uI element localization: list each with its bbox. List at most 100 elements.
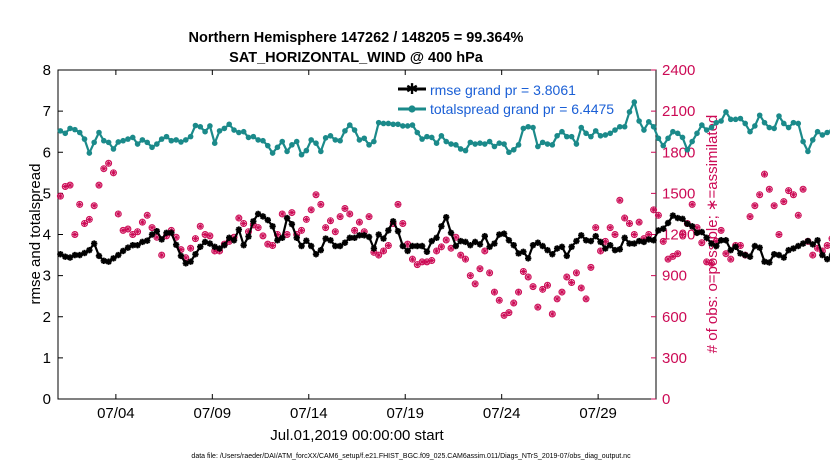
totalspread-point bbox=[481, 141, 488, 147]
rmse-point bbox=[380, 235, 387, 242]
obs-point bbox=[307, 206, 315, 214]
obs-point bbox=[621, 214, 629, 222]
totalspread-point bbox=[101, 137, 107, 144]
totalspread-point bbox=[260, 137, 266, 144]
rmse-point bbox=[197, 243, 204, 251]
obs-point bbox=[336, 213, 344, 221]
x-axis-label: Jul.01,2019 00:00:00 start bbox=[270, 427, 444, 444]
totalspread-point bbox=[694, 130, 700, 137]
totalspread-point bbox=[747, 128, 753, 135]
obs-point bbox=[539, 285, 547, 293]
totalspread-point bbox=[67, 125, 73, 132]
obs-point bbox=[543, 281, 551, 289]
totalspread-point bbox=[708, 124, 715, 131]
totalspread-point bbox=[588, 133, 594, 140]
y-tick-right-label: 300 bbox=[662, 350, 687, 367]
totalspread-point bbox=[245, 134, 252, 141]
rmse-point bbox=[684, 220, 691, 228]
obs-point bbox=[519, 268, 527, 276]
obs-point bbox=[597, 247, 605, 255]
rmse-point bbox=[462, 238, 469, 246]
rmse-point bbox=[525, 255, 532, 262]
obs-point bbox=[76, 200, 84, 208]
rmse-point bbox=[283, 214, 291, 222]
totalspread-point bbox=[226, 121, 233, 128]
obs-point bbox=[654, 211, 662, 219]
rmse-point bbox=[336, 242, 344, 250]
chart-title-line1: Northern Hemisphere 147262 / 148205 = 99… bbox=[189, 30, 524, 46]
rmse-point bbox=[307, 242, 315, 250]
obs-point bbox=[71, 231, 79, 238]
y-tick-left-label: 6 bbox=[43, 144, 51, 161]
totalspread-point bbox=[404, 123, 411, 129]
obs-point bbox=[399, 220, 407, 228]
obs-point bbox=[669, 252, 677, 260]
totalspread-point bbox=[144, 139, 151, 146]
totalspread-point bbox=[192, 122, 199, 129]
totalspread-point bbox=[645, 119, 652, 125]
totalspread-point bbox=[395, 121, 401, 128]
rmse-point bbox=[105, 258, 112, 265]
totalspread-point bbox=[414, 129, 421, 136]
rmse-point bbox=[279, 234, 286, 241]
rmse-point bbox=[722, 237, 730, 244]
rmse-point bbox=[298, 242, 305, 250]
rmse-point bbox=[230, 237, 238, 244]
obs-point bbox=[679, 231, 687, 238]
rmse-point bbox=[655, 227, 662, 234]
totalspread-point bbox=[279, 138, 286, 145]
rmse-point bbox=[57, 251, 64, 258]
rmse-point bbox=[76, 251, 83, 259]
rmse-point bbox=[404, 247, 411, 255]
obs-point bbox=[351, 226, 359, 234]
rmse-point bbox=[471, 238, 479, 246]
totalspread-point bbox=[660, 142, 667, 149]
rmse-point bbox=[81, 249, 88, 257]
totalspread-point bbox=[438, 133, 445, 139]
totalspread-line bbox=[59, 100, 830, 156]
rmse-point bbox=[780, 254, 787, 261]
rmse-point bbox=[312, 251, 320, 258]
obs-point bbox=[688, 200, 696, 208]
obs-point bbox=[269, 241, 277, 249]
totalspread-point bbox=[168, 137, 175, 144]
rmse-point bbox=[592, 232, 599, 240]
totalspread-point bbox=[149, 144, 155, 151]
rmse-point bbox=[640, 238, 648, 246]
totalspread-point bbox=[684, 146, 691, 153]
obs-point bbox=[259, 232, 267, 240]
totalspread-point bbox=[539, 139, 546, 146]
obs-point bbox=[558, 288, 566, 296]
obs-point bbox=[158, 251, 166, 259]
obs-point bbox=[302, 215, 310, 223]
totalspread-point bbox=[255, 137, 261, 143]
obs-point bbox=[568, 278, 576, 286]
totalspread-point bbox=[211, 140, 218, 147]
obs-point bbox=[650, 206, 658, 214]
totalspread-point bbox=[125, 136, 131, 142]
obs-point bbox=[346, 210, 354, 218]
legend-spread-marker bbox=[408, 105, 416, 113]
totalspread-point bbox=[91, 139, 97, 146]
totalspread-point bbox=[699, 122, 705, 128]
rmse-point bbox=[578, 232, 585, 239]
rmse-point bbox=[119, 247, 127, 255]
obs-point bbox=[727, 255, 735, 263]
totalspread-point bbox=[163, 133, 170, 140]
obs-point bbox=[172, 233, 180, 241]
totalspread-point bbox=[178, 139, 184, 145]
obs-point bbox=[326, 217, 334, 225]
obs-point bbox=[789, 191, 797, 199]
rmse-point bbox=[717, 237, 725, 244]
totalspread-point bbox=[375, 119, 382, 126]
rmse-point bbox=[621, 234, 628, 241]
obs-point bbox=[119, 226, 127, 234]
rmse-point bbox=[385, 227, 392, 234]
rmse-point bbox=[660, 225, 667, 232]
totalspread-point bbox=[520, 125, 527, 132]
totalspread-point bbox=[655, 135, 662, 142]
totalspread-point bbox=[650, 123, 657, 130]
rmse-point bbox=[250, 218, 257, 225]
totalspread-point bbox=[356, 137, 363, 143]
